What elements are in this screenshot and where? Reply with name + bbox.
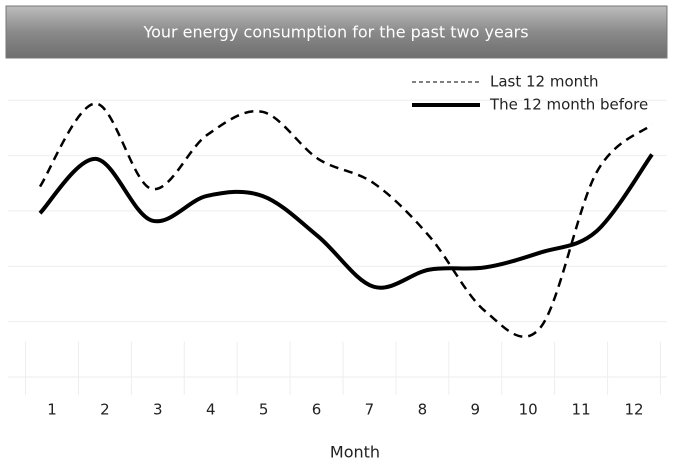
title-bar	[5, 5, 668, 59]
series-line	[38, 102, 653, 338]
x-tick-label: 8	[418, 401, 428, 419]
x-tick-label: 10	[519, 401, 538, 419]
x-tick-label: 9	[470, 401, 480, 419]
x-tick-label: 2	[100, 401, 110, 419]
legend-label: The 12 month before	[489, 96, 648, 114]
chart-title: Your energy consumption for the past two…	[142, 23, 528, 42]
x-tick-label: 5	[259, 401, 269, 419]
x-tick-label: 1	[47, 401, 57, 419]
x-axis-label: Month	[330, 443, 380, 462]
x-tick-label: 7	[365, 401, 375, 419]
x-tick-label: 6	[312, 401, 322, 419]
series-line	[38, 153, 654, 290]
x-tick-label: 12	[624, 401, 643, 419]
x-tick-label: 11	[572, 401, 591, 419]
x-tick-label: 4	[206, 401, 216, 419]
x-tick-label: 3	[153, 401, 163, 419]
legend-label: Last 12 month	[490, 73, 599, 91]
